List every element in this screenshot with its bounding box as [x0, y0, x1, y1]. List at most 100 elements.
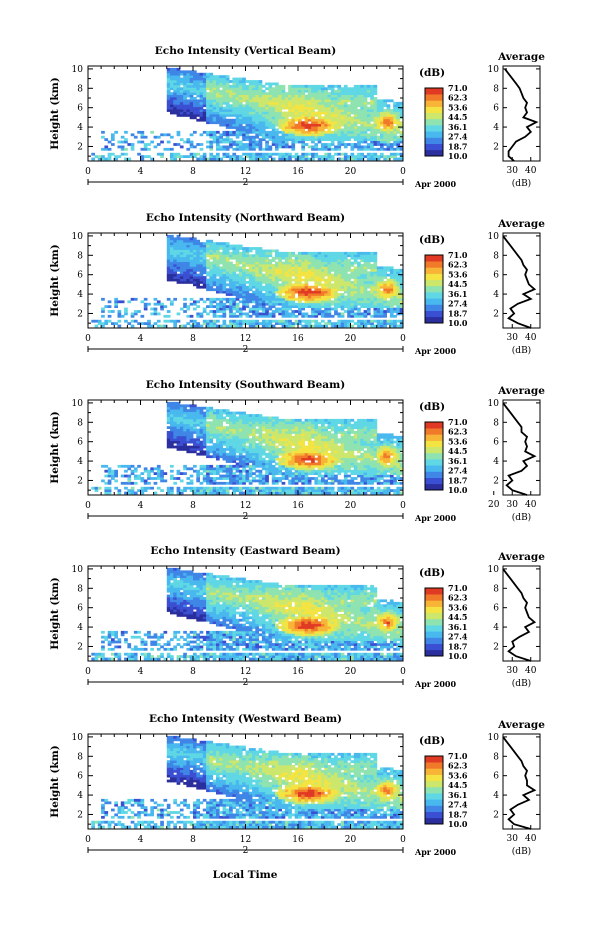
heatmap-cell	[226, 465, 230, 468]
heatmap-cell	[180, 417, 184, 420]
heatmap-cell	[255, 254, 259, 257]
heatmap-cell	[298, 286, 302, 289]
heatmap-cell	[173, 155, 177, 158]
heatmap-cell	[177, 448, 181, 451]
heatmap-cell	[301, 257, 305, 260]
heatmap-cell	[229, 274, 233, 277]
heatmap-cell	[209, 264, 213, 267]
heatmap-cell	[275, 276, 279, 279]
heatmap-cell	[134, 298, 138, 301]
heatmap-cell	[239, 279, 243, 282]
heatmap-cell	[272, 153, 276, 156]
heatmap-cell	[177, 83, 181, 86]
heatmap-cell	[173, 276, 177, 279]
heatmap-cell	[190, 467, 194, 470]
heatmap-cell	[328, 313, 332, 316]
heatmap-cell	[390, 126, 394, 129]
heatmap-cell	[288, 102, 292, 105]
profile-xlabel: (dB)	[512, 178, 531, 189]
heatmap-cell	[275, 112, 279, 115]
heatmap-cell	[311, 97, 315, 100]
heatmap-cell	[170, 429, 174, 432]
heatmap-cell	[364, 141, 368, 144]
heatmap-cell	[167, 438, 171, 441]
heatmap-cell	[173, 80, 177, 83]
heatmap-cell	[357, 293, 361, 296]
heatmap-cell	[321, 279, 325, 282]
heatmap-cell	[177, 78, 181, 81]
heatmap-cell	[203, 322, 207, 325]
heatmap-cell	[324, 279, 328, 282]
heatmap-cell	[124, 475, 128, 478]
heatmap-cell	[275, 310, 279, 313]
heatmap-cell	[347, 300, 351, 303]
heatmap-cell	[200, 325, 204, 328]
heatmap-cell	[164, 133, 168, 136]
heatmap-cell	[318, 283, 322, 286]
heatmap-cell	[321, 305, 325, 308]
heatmap-cell	[314, 264, 318, 267]
heatmap-cell	[341, 283, 345, 286]
heatmap-cell	[186, 252, 190, 255]
heatmap-cell	[216, 279, 220, 282]
heatmap-cell	[177, 429, 181, 432]
heatmap-cell	[190, 245, 194, 248]
heatmap-cell	[190, 75, 194, 78]
heatmap-cell	[173, 419, 177, 422]
heatmap-cell	[213, 121, 217, 124]
heatmap-cell	[314, 300, 318, 303]
heatmap-cell	[219, 242, 223, 245]
heatmap-cell	[347, 315, 351, 318]
heatmap-cell	[259, 296, 263, 299]
heatmap-cell	[177, 441, 181, 444]
heatmap-cell	[160, 305, 164, 308]
heatmap-cell	[265, 99, 269, 102]
heatmap-cell	[380, 298, 384, 301]
heatmap-cell	[334, 264, 338, 267]
heatmap-cell	[341, 104, 345, 107]
heatmap-cell	[203, 85, 207, 88]
heatmap-cell	[173, 95, 177, 98]
heatmap-cell	[219, 477, 223, 480]
heatmap-cell	[173, 262, 177, 265]
heatmap-cell	[147, 143, 151, 146]
heatmap-cell	[331, 104, 335, 107]
heatmap-cell	[278, 313, 282, 316]
heatmap-cell	[232, 78, 236, 81]
heatmap-cell	[252, 116, 256, 119]
heatmap-cell	[236, 126, 240, 129]
heatmap-cell	[190, 303, 194, 306]
heatmap-cell	[282, 138, 286, 141]
heatmap-cell	[190, 482, 194, 485]
heatmap-cell	[291, 271, 295, 274]
heatmap-cell	[226, 262, 230, 265]
heatmap-cell	[196, 443, 200, 446]
heatmap-cell	[298, 97, 302, 100]
heatmap-cell	[252, 129, 256, 132]
heatmap-cell	[200, 99, 204, 102]
heatmap-cell	[226, 133, 230, 136]
heatmap-cell	[308, 97, 312, 100]
heatmap-cell	[177, 114, 181, 117]
heatmap-cell	[157, 487, 161, 490]
heatmap-cell	[232, 80, 236, 83]
heatmap-cell	[383, 102, 387, 105]
heatmap-cell	[223, 438, 227, 441]
heatmap-cell	[160, 472, 164, 475]
heatmap-cell	[321, 92, 325, 95]
heatmap-cell	[318, 288, 322, 291]
heatmap-cell	[393, 322, 397, 325]
heatmap-cell	[298, 85, 302, 88]
heatmap-cell	[367, 121, 371, 124]
heatmap-cell	[223, 286, 227, 289]
heatmap-cell	[301, 274, 305, 277]
heatmap-cell	[236, 320, 240, 323]
heatmap-cell	[324, 310, 328, 313]
heatmap-cell	[200, 424, 204, 427]
heatmap-cell	[242, 300, 246, 303]
heatmap-cell	[269, 315, 273, 318]
heatmap-cell	[334, 85, 338, 88]
heatmap-cell	[374, 148, 378, 151]
heatmap-cell	[200, 262, 204, 265]
heatmap-cell	[324, 300, 328, 303]
